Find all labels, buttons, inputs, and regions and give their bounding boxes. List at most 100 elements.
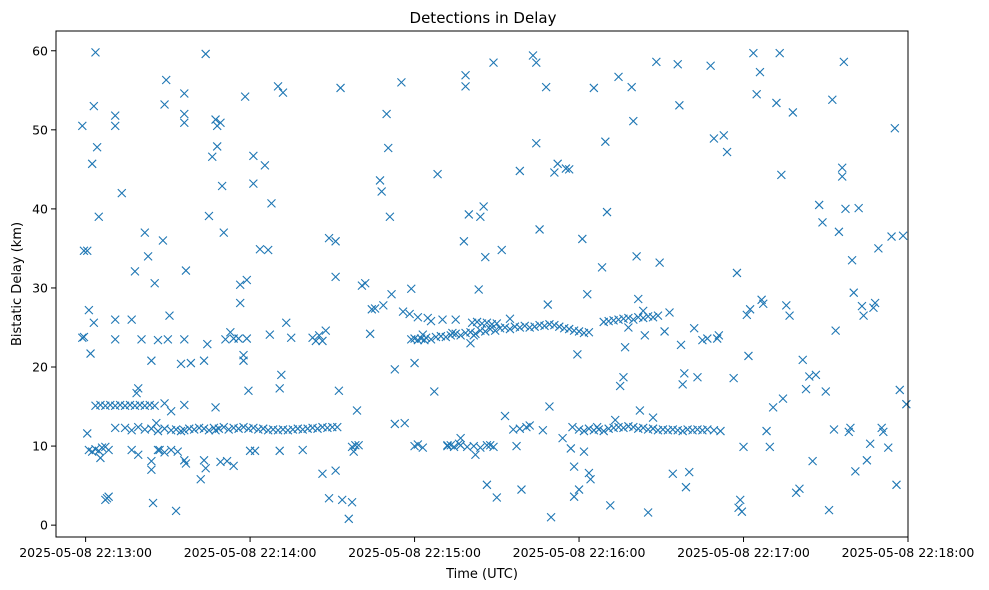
data-point (201, 49, 211, 59)
data-point (385, 212, 395, 222)
data-point (678, 380, 688, 389)
data-point (82, 246, 92, 256)
data-point (574, 485, 584, 494)
x-tick-label: 2025-05-08 22:14:00 (184, 545, 317, 560)
data-point (79, 332, 89, 342)
data-point (628, 116, 638, 126)
data-point (814, 200, 824, 210)
data-point (890, 123, 900, 133)
data-point (883, 443, 893, 453)
data-point (150, 401, 160, 411)
data-point (714, 331, 724, 340)
data-point (387, 289, 396, 299)
data-point (640, 331, 650, 340)
data-point (648, 424, 658, 434)
data-point (500, 323, 510, 332)
data-point (204, 425, 214, 435)
data-point (160, 100, 169, 109)
data-point (901, 399, 911, 409)
data-point (311, 336, 321, 346)
data-point (482, 440, 492, 450)
data-point (564, 324, 574, 334)
data-point (628, 315, 638, 324)
data-point (755, 67, 765, 77)
data-point (490, 326, 500, 336)
data-points (77, 47, 911, 524)
y-axis: 0 10 20 30 40 50 60 (32, 43, 56, 533)
data-point (454, 439, 464, 449)
data-point (337, 495, 347, 505)
data-point (752, 89, 762, 99)
data-point (244, 386, 253, 396)
y-tick-label: 60 (32, 43, 48, 58)
data-point (189, 425, 199, 434)
data-point (737, 507, 747, 517)
data-point (795, 484, 804, 494)
data-point (94, 212, 104, 222)
data-point (599, 426, 609, 436)
data-point (758, 299, 768, 309)
data-point (390, 419, 400, 429)
data-point (706, 61, 716, 71)
data-point (186, 358, 196, 368)
data-point (347, 497, 357, 507)
data-point (887, 232, 896, 241)
data-point (161, 75, 171, 85)
data-point (497, 245, 507, 255)
data-point (397, 78, 406, 87)
x-tick-label: 2025-05-08 22:17:00 (677, 545, 810, 560)
data-point (86, 349, 95, 358)
data-point (865, 439, 875, 449)
data-point (579, 447, 589, 457)
y-tick-label: 0 (40, 518, 48, 533)
data-point (665, 308, 674, 317)
data-point (104, 445, 114, 455)
data-point (553, 159, 563, 169)
data-point (744, 351, 753, 361)
data-point (709, 134, 719, 143)
data-point (100, 495, 110, 505)
data-point (248, 179, 258, 188)
data-point (584, 327, 594, 337)
data-point (554, 322, 564, 332)
data-point (140, 228, 150, 237)
data-point (561, 164, 571, 173)
data-point (638, 423, 648, 433)
data-point (500, 411, 510, 421)
data-point (515, 323, 525, 332)
data-point (461, 81, 470, 91)
data-point (176, 426, 186, 436)
data-point (847, 255, 857, 265)
data-point (628, 422, 638, 432)
data-point (158, 236, 168, 245)
data-point (448, 328, 457, 338)
data-point (870, 298, 880, 308)
data-point (574, 327, 584, 336)
data-point (600, 137, 610, 147)
data-point (525, 421, 535, 430)
data-point (480, 327, 490, 336)
data-point (592, 422, 602, 432)
data-point (841, 204, 850, 214)
data-point (433, 169, 442, 179)
data-point (716, 426, 725, 436)
data-point (492, 319, 502, 328)
data-point (344, 514, 354, 524)
data-point (151, 418, 161, 428)
data-point (211, 402, 220, 412)
data-point (489, 58, 498, 68)
data-point (199, 356, 209, 366)
data-point (702, 334, 712, 343)
data-point (698, 335, 707, 345)
data-point (405, 309, 415, 319)
data-point (418, 330, 428, 339)
data-point (420, 335, 429, 345)
data-point (133, 383, 143, 393)
data-point (160, 424, 169, 434)
data-point (242, 334, 252, 343)
data-point (130, 266, 140, 276)
data-point (804, 372, 814, 381)
data-point (133, 450, 143, 460)
data-point (234, 334, 243, 343)
data-point (679, 368, 689, 378)
